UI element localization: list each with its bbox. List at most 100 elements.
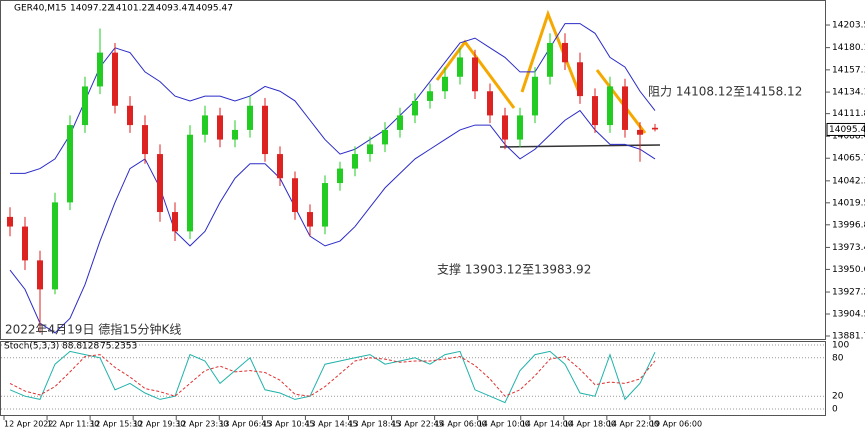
x-tick-label: 12 Apr 23:30 [176, 420, 228, 429]
candle-body [367, 144, 373, 155]
candle-body [202, 115, 208, 135]
candle-body [292, 178, 298, 213]
candle-body [382, 129, 388, 145]
candle-body [532, 76, 538, 116]
price-box [826, 122, 865, 136]
candle-body [562, 42, 568, 63]
candle-body [247, 105, 253, 130]
x-tick-label: 19 Apr 06:00 [650, 420, 702, 429]
header-value: 14095.47 [190, 4, 233, 14]
candle-body [607, 86, 613, 126]
x-tick-label: 13 Apr 06:45 [219, 420, 271, 429]
candle-body [337, 168, 343, 184]
stoch-label: Stoch(5,3,3) [4, 342, 59, 352]
candle-body [142, 125, 148, 155]
y-tick-label: 14042.30 [832, 176, 865, 186]
candle-body [112, 52, 118, 106]
candle-body [502, 115, 508, 140]
stoch-d-value: 75.2353 [100, 342, 137, 352]
candle-body [307, 212, 313, 227]
candle-body [37, 260, 43, 290]
header-value: 14093.47 [150, 4, 193, 14]
candle-body [592, 96, 598, 126]
main-panel [0, 0, 826, 340]
candle-body [652, 127, 658, 130]
resistance-note: 阻力 14108.12至14158.12 [648, 85, 802, 99]
stoch-line [9, 354, 656, 397]
candle-body [397, 115, 403, 130]
candle-body [427, 91, 433, 101]
candle-body [217, 115, 223, 140]
bollinger-band [9, 109, 656, 334]
x-tick-label: 12 Apr 19:30 [133, 420, 185, 429]
trend-line [520, 9, 582, 96]
y-tick-label: 14065.70 [832, 154, 865, 164]
x-tick-label: 14 Apr 22:00 [607, 420, 659, 429]
x-tick-label: 13 Apr 22:45 [392, 420, 444, 429]
trend-line [435, 39, 516, 109]
y-tick-label: 13996.80 [832, 220, 865, 230]
x-tick-label: 13 Apr 18:45 [348, 420, 400, 429]
candle-body [67, 125, 73, 203]
x-tick-label: 12 Apr 15:30 [90, 420, 142, 429]
y-tick-label: 14180.15 [832, 43, 865, 53]
header-value: 14101.22 [110, 4, 153, 14]
candle-body [157, 154, 163, 213]
symbol: GER40,M15 [14, 4, 66, 14]
y-tick-label: 14111.85 [832, 109, 865, 119]
y-tick-label: 13927.25 [832, 288, 865, 298]
y-tick-label: 14088.45 [832, 132, 865, 142]
stoch-panel [0, 341, 826, 416]
support-note: 支撑 13903.12至13983.92 [437, 262, 591, 277]
y-tick-label: 13950.65 [832, 265, 865, 275]
neckline [499, 144, 661, 148]
candle-body [472, 57, 478, 92]
y-tick-label: 14019.55 [832, 198, 865, 208]
candle-body [127, 105, 133, 126]
caption: 2022年4月19日 德指15分钟K线 [5, 322, 181, 337]
candle-body [97, 52, 103, 87]
marks [7, 23, 658, 334]
stoch-tick-label: 20 [832, 392, 844, 402]
candle-body [442, 76, 448, 92]
candle-body [457, 57, 463, 77]
x-tick-label: 14 Apr 10:00 [478, 420, 530, 429]
y-tick-label: 13904.50 [832, 310, 865, 320]
candle-body [22, 226, 28, 261]
candle-body [232, 129, 238, 140]
candle-body [7, 216, 13, 227]
candle-body [172, 212, 178, 232]
y-tick-label: 13973.40 [832, 243, 865, 253]
candle-body [412, 100, 418, 116]
x-tick-label: 14 Apr 14:00 [521, 420, 573, 429]
x-tick-label: 12 Apr 11:30 [47, 420, 99, 429]
stoch-tick-label: 100 [832, 341, 849, 351]
stoch-tick-label: 0 [832, 405, 838, 415]
header-value: 14097.22 [70, 4, 113, 14]
y-tick-label: 14157.15 [832, 65, 865, 75]
x-tick-label: 14 Apr 06:00 [435, 420, 487, 429]
candle-body [577, 62, 583, 97]
x-tick-label: 12 Apr 2022 [4, 420, 53, 429]
x-tick-label: 14 Apr 18:00 [564, 420, 616, 429]
candle-body [82, 86, 88, 126]
trend-line [595, 69, 647, 134]
x-tick-label: 13 Apr 14:45 [305, 420, 357, 429]
candle-body [487, 91, 493, 116]
stoch-line [9, 350, 656, 404]
y-tick-label: 14134.15 [832, 88, 865, 98]
price-label: 14095.47 [829, 125, 865, 135]
candle-body [637, 129, 643, 135]
candle-body [277, 154, 283, 179]
candle-body [322, 183, 328, 227]
candle-body [517, 115, 523, 140]
candle-body [262, 105, 268, 155]
candle-body [187, 134, 193, 232]
y-tick-label: 13881.75 [832, 331, 865, 341]
stoch-k-value: 88.8128 [62, 342, 99, 352]
candle-body [352, 154, 358, 169]
y-tick-label: 14203.55 [832, 21, 865, 31]
candle-body [52, 202, 58, 290]
stoch-tick-label: 80 [832, 353, 844, 363]
